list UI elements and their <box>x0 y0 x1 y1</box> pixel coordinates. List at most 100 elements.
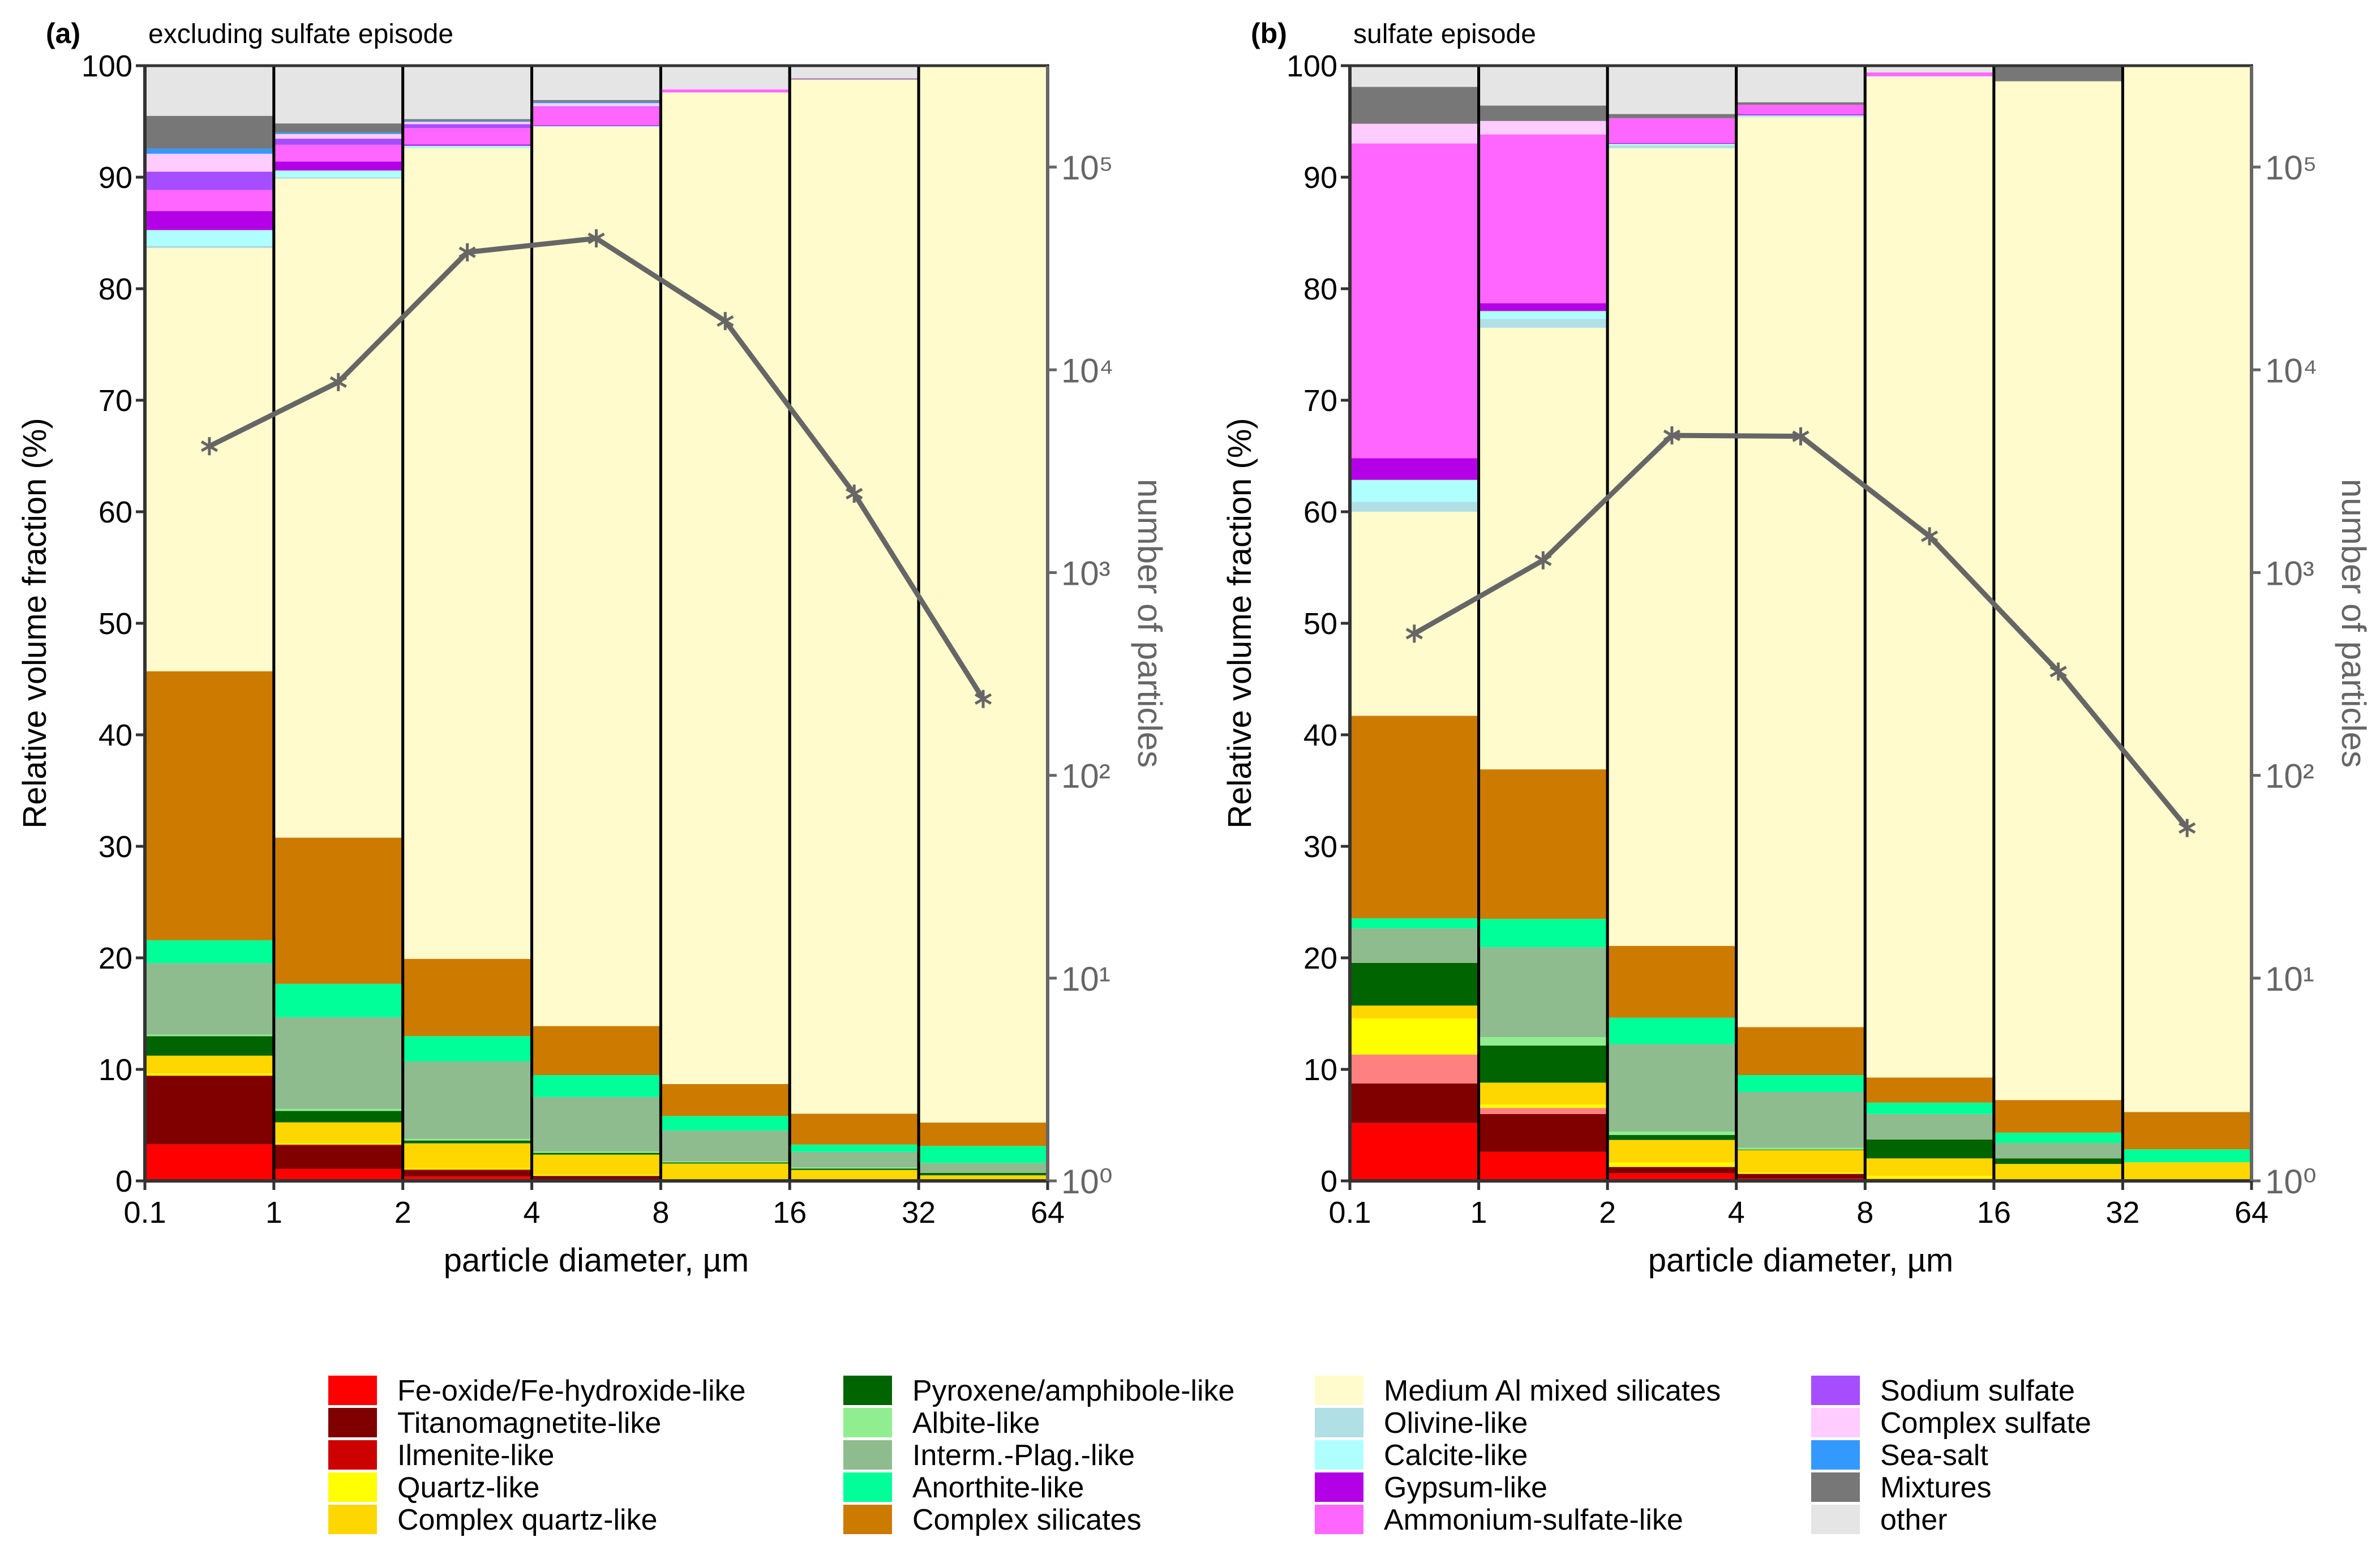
bar-segment <box>402 122 532 125</box>
legend-swatch <box>843 1472 892 1502</box>
asterisk-marker <box>717 312 734 331</box>
bar-segment <box>145 66 274 116</box>
bar-segment <box>531 1153 661 1155</box>
bar-segment <box>402 1036 532 1062</box>
marker-stroke <box>1920 530 1939 542</box>
bar-segment <box>1478 105 1608 121</box>
bar-segment <box>402 124 532 129</box>
legend-label: Interm.-Plag.-like <box>912 1439 1135 1472</box>
bar-segment <box>145 1055 274 1074</box>
bar-segment <box>2122 1162 2252 1181</box>
y-tick-label: 50 <box>98 607 132 641</box>
bar-segment <box>790 66 919 79</box>
legend-label: Complex silicates <box>912 1504 1142 1536</box>
bar-segment <box>145 940 274 964</box>
legend-item: Complex quartz-like <box>328 1504 658 1536</box>
bar-segment <box>790 1170 919 1181</box>
bar-segment <box>402 1140 532 1144</box>
marker-stroke <box>1405 628 1423 640</box>
bar-segment <box>2122 1112 2252 1150</box>
legend-label: Quartz-like <box>397 1471 539 1504</box>
bar-segment <box>919 1122 1048 1146</box>
bar-segment <box>402 66 532 119</box>
legend-label: Complex sulfate <box>1880 1407 2091 1440</box>
legend-label: Sodium sulfate <box>1880 1375 2075 1407</box>
bar-segment <box>145 963 274 1035</box>
legend-swatch <box>1811 1505 1860 1534</box>
bar-segment <box>273 177 403 179</box>
bar-segment <box>273 134 403 139</box>
legend-item: Albite-like <box>843 1407 1040 1440</box>
bar-segment <box>145 245 274 249</box>
bar-segment <box>402 128 532 145</box>
bar-segment <box>1478 919 1608 948</box>
bar-segment <box>531 1154 661 1175</box>
bar-segment <box>531 1097 661 1152</box>
legend-item: Anorthite-like <box>843 1471 1084 1504</box>
legend-label: Fe-oxide/Fe-hydroxide-like <box>397 1375 746 1407</box>
bar-segment <box>1865 1158 1994 1176</box>
bar-segment <box>919 1175 1048 1181</box>
bar-segment <box>1478 1151 1608 1181</box>
bar-segment <box>1607 1167 1736 1174</box>
legend-swatch <box>1315 1472 1363 1502</box>
bar-segment <box>1993 1132 2123 1144</box>
bar-segment <box>790 1114 919 1145</box>
panel-label: (a) <box>46 18 80 49</box>
legend-item: Pyroxene/amphibole-like <box>843 1375 1234 1407</box>
legend-label: Medium Al mixed silicates <box>1384 1375 1721 1407</box>
bar-segment <box>1478 1082 1608 1105</box>
marker-stroke <box>1534 554 1552 566</box>
bar-segment <box>1607 1134 1736 1140</box>
asterisk-marker <box>2049 662 2067 681</box>
bar-segment <box>1478 1045 1608 1083</box>
legend-swatch <box>328 1472 377 1502</box>
bar-segment <box>402 958 532 1037</box>
bar-segment <box>145 1076 274 1145</box>
bar-segment <box>273 178 403 838</box>
panel-a: 0 10 20 30 40 50 60 70 80 90 100 10⁰ 10¹ 10² 10³ 10⁴ 10⁵… <box>16 18 1169 1279</box>
legend-item: Interm.-Plag.-like <box>843 1439 1135 1472</box>
bar-segment <box>1993 66 2123 82</box>
bar-segment <box>402 1061 532 1139</box>
bar-segment <box>1736 104 1866 115</box>
bar-segment <box>1736 102 1866 105</box>
legend-item: Ammonium-sulfate-like <box>1315 1504 1683 1536</box>
marker-stroke <box>846 487 863 500</box>
x-tick-label: 4 <box>1728 1196 1745 1230</box>
bar-segment <box>1478 769 1608 919</box>
asterisk-marker <box>1405 624 1423 643</box>
bar-segment <box>1993 1164 2123 1181</box>
bar-segment <box>1350 1083 1479 1123</box>
y-axis-title: Relative volume fraction (%) <box>1221 418 1258 828</box>
y2-tick-label: 10² <box>2265 757 2314 795</box>
bar-segment <box>1607 1140 1736 1163</box>
bar-segment <box>1350 716 1479 919</box>
legend-label: Albite-like <box>912 1407 1040 1440</box>
bar-segment <box>2122 1149 2252 1163</box>
bar-segment <box>1607 145 1736 148</box>
bar-segment <box>531 101 661 104</box>
bar-segment <box>273 144 403 162</box>
bar-segment <box>1478 319 1608 328</box>
bar-segment <box>1350 1054 1479 1084</box>
bar-segment <box>790 79 919 1114</box>
legend-item: Olivine-like <box>1315 1407 1528 1440</box>
bar-segment <box>273 66 403 124</box>
bar-segment <box>1736 115 1866 117</box>
y2-tick-label: 10⁵ <box>2265 149 2317 187</box>
bar-segment <box>1350 928 1479 963</box>
bar-segment <box>1607 945 1736 1018</box>
bar-segment <box>661 1162 790 1164</box>
legend-item: Titanomagnetite-like <box>328 1407 661 1440</box>
legend-swatch <box>1811 1440 1860 1470</box>
x-tick-label: 8 <box>652 1196 669 1230</box>
bar-segment <box>790 1168 919 1170</box>
y-tick-label: 20 <box>98 941 132 975</box>
legend-swatch <box>843 1408 892 1437</box>
bar-segment <box>145 190 274 211</box>
bar-segment <box>1736 1075 1866 1092</box>
y2-tick-label: 10⁰ <box>1061 1163 1113 1201</box>
legend-item: other <box>1811 1504 1948 1536</box>
bar-segment <box>661 1116 790 1131</box>
